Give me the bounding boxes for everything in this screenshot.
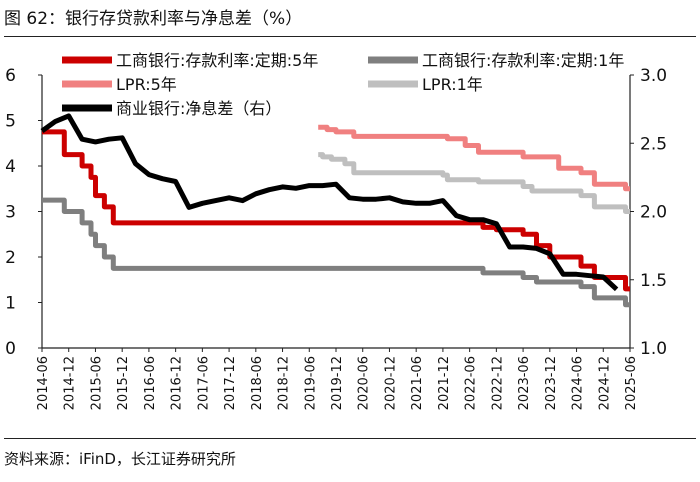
series-line-4 <box>40 113 619 292</box>
series-line-0 <box>42 129 630 292</box>
chart: 0 1 2 3 4 5 6 1.0 1.5 2.0 2.5 3.0 2014-06 2014-12 2015… <box>5 51 667 410</box>
x-tick-label: 2017-06 <box>196 356 211 410</box>
x-tick-label: 2016-06 <box>143 356 158 410</box>
series-line-3 <box>318 152 630 214</box>
x-tick-label: 2021-06 <box>410 356 425 410</box>
chart-axes: 0 1 2 3 4 5 6 1.0 1.5 2.0 2.5 3.0 2014-06 2014-12 2015… <box>5 66 667 410</box>
x-tick-label: 2014-06 <box>36 356 51 410</box>
x-tick-label: 2015-06 <box>89 356 104 410</box>
x-tick-label: 2024-06 <box>571 356 586 410</box>
x-tick-label: 2014-12 <box>63 356 78 410</box>
series-line-1 <box>42 197 630 308</box>
legend-label: 工商银行:存款利率:定期:5年 <box>116 51 318 70</box>
x-tick-label: 2016-12 <box>170 356 185 410</box>
left-tick-label: 3 <box>5 203 16 223</box>
left-tick-label: 6 <box>5 66 16 86</box>
right-tick-label: 2.0 <box>640 203 667 223</box>
x-tick-label: 2020-12 <box>383 356 398 410</box>
legend-label: LPR:1年 <box>422 75 483 94</box>
x-tick-label: 2019-12 <box>330 356 345 410</box>
title-divider <box>4 36 696 37</box>
x-tick-label: 2025-06 <box>624 356 639 410</box>
right-tick-label: 1.5 <box>640 271 667 291</box>
x-tick-label: 2023-12 <box>544 356 559 410</box>
legend-label: 商业银行:净息差（右） <box>116 99 281 118</box>
left-tick-label: 4 <box>5 157 16 177</box>
x-tick-label: 2022-06 <box>464 356 479 410</box>
x-tick-label: 2020-06 <box>357 356 372 410</box>
source-note: 资料来源：iFinD，长江证券研究所 <box>4 450 236 468</box>
right-tick-label: 2.5 <box>640 134 667 154</box>
x-tick-label: 2015-12 <box>116 356 131 410</box>
footer-divider <box>4 438 696 439</box>
left-tick-label: 0 <box>5 339 16 359</box>
right-tick-label: 1.0 <box>640 339 667 359</box>
left-tick-label: 5 <box>5 112 16 132</box>
x-tick-label: 2023-06 <box>517 356 532 410</box>
x-tick-label: 2022-12 <box>490 356 505 410</box>
x-tick-label: 2021-12 <box>437 356 452 410</box>
x-tick-label: 2017-12 <box>223 356 238 410</box>
chart-title: 图 62：银行存贷款利率与净息差（%） <box>4 9 303 29</box>
x-tick-label: 2019-06 <box>303 356 318 410</box>
right-tick-label: 3.0 <box>640 66 667 86</box>
left-tick-label: 1 <box>5 294 16 314</box>
x-tick-label: 2018-12 <box>277 356 292 410</box>
legend: 工商银行:存款利率:定期:5年 工商银行:存款利率:定期:1年 LPR:5年 LPR:… <box>62 51 624 118</box>
series-line-2 <box>318 124 630 192</box>
x-tick-label: 2024-12 <box>597 356 612 410</box>
x-tick-label: 2018-06 <box>250 356 265 410</box>
legend-label: 工商银行:存款利率:定期:1年 <box>422 51 624 70</box>
left-tick-label: 2 <box>5 248 16 268</box>
series-layer <box>40 113 630 308</box>
legend-label: LPR:5年 <box>116 75 177 94</box>
